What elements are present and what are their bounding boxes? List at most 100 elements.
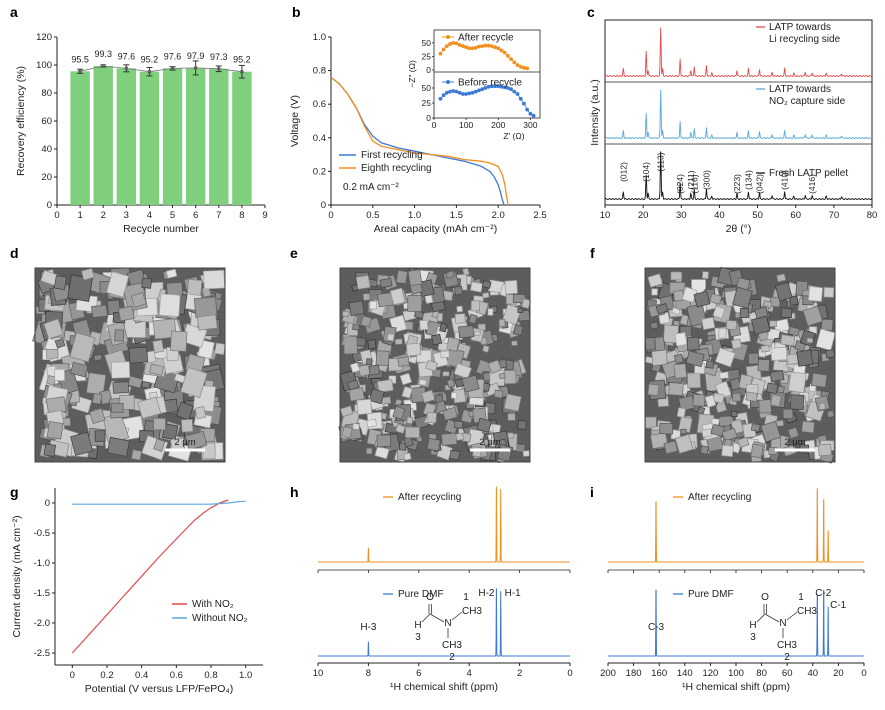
grain — [94, 430, 106, 442]
grain — [472, 446, 483, 458]
grain — [451, 392, 458, 399]
grain — [504, 280, 518, 295]
x-tick-label: 10 — [313, 668, 324, 679]
grain — [769, 296, 781, 308]
grain — [731, 411, 738, 418]
panel-label-h: h — [290, 484, 299, 500]
grain — [780, 307, 793, 319]
grain — [347, 379, 360, 391]
grain — [663, 440, 679, 455]
grain — [498, 372, 506, 380]
grain — [503, 369, 517, 385]
x-tick-label: 10 — [600, 210, 611, 221]
grain — [687, 372, 701, 389]
grain — [806, 337, 814, 344]
inset-point — [480, 44, 485, 49]
grain — [194, 406, 207, 420]
panel-label-i: i — [590, 484, 594, 500]
chart-g: 0 0.2 0.4 0.6 0.8 1.0 0 -0.5 -1.0 -1.5 -2.0 -2.5 Pot… — [11, 488, 263, 695]
grain — [705, 360, 715, 369]
grain — [507, 412, 516, 421]
grain — [426, 411, 437, 424]
x-tick-label: 180 — [626, 668, 642, 679]
legend-entry: Pure DMF — [688, 589, 734, 600]
x-tick-label: 30 — [676, 210, 687, 221]
inset-point — [515, 92, 520, 96]
hkl-label: (211) — [686, 170, 696, 189]
methyl-2: CH3 — [442, 640, 462, 651]
inset-point — [477, 44, 481, 49]
grain — [180, 418, 194, 433]
legend-entry: First recycling — [361, 150, 423, 161]
nmr-spectrum — [317, 486, 571, 563]
grain — [769, 320, 777, 328]
grain — [732, 392, 742, 402]
data-label: 95.2 — [233, 55, 251, 65]
grain — [697, 406, 706, 415]
atom-N: N — [444, 618, 451, 629]
grain — [649, 321, 659, 330]
grain — [766, 382, 779, 394]
grain — [788, 371, 807, 394]
grain — [521, 298, 531, 309]
inset-point — [509, 87, 513, 92]
grain — [93, 353, 103, 362]
y-tick-label: 120 — [36, 32, 52, 43]
inset-y-tick-label: 25 — [422, 98, 432, 108]
x-tick-label: 7 — [216, 210, 221, 221]
grain — [774, 281, 793, 302]
y-tick-label: 0.2 — [313, 166, 326, 177]
x-axis-label: Potential (V versus LFP/FePO₄) — [85, 683, 233, 695]
grain — [399, 372, 413, 386]
series-orange — [330, 76, 509, 206]
inset-point — [483, 43, 488, 48]
label-1: 1 — [798, 592, 804, 603]
x-tick-label: 70 — [829, 210, 840, 221]
hkl-label: (042) — [754, 174, 764, 194]
grain — [647, 383, 660, 396]
inset-point — [467, 91, 472, 96]
grain — [453, 362, 472, 380]
legend-entry: After recycling — [688, 492, 751, 503]
grain — [395, 269, 409, 285]
atom-N: N — [779, 618, 786, 629]
label-2: 2 — [449, 652, 455, 663]
chart-b: 0 0.5 1.0 1.5 2.0 2.5 0 0.2 0.4 0.6 0.8 1.0 Areal ca… — [289, 29, 547, 235]
label-3: 3 — [750, 632, 756, 643]
inset-point — [518, 96, 523, 101]
inset-point — [489, 84, 494, 89]
x-tick-label: 0 — [861, 668, 866, 679]
grain — [404, 426, 420, 439]
x-tick-label: 0.6 — [170, 670, 183, 681]
chart-a: 0 1 2 3 4 5 6 7 8 9 0 20 40 60 80 100 120 Recycle number R… — [15, 32, 268, 235]
grain — [441, 432, 458, 446]
grain — [676, 407, 686, 418]
grain — [780, 334, 796, 347]
grain — [758, 399, 772, 414]
grain — [674, 332, 688, 347]
grain — [810, 372, 828, 388]
legend-entry: Fresh LATP pellet — [769, 168, 848, 179]
grain — [112, 381, 130, 394]
grain — [203, 269, 226, 290]
peak-label: H-3 — [360, 622, 377, 633]
x-tick-label: 100 — [728, 668, 744, 679]
inset-point — [486, 43, 491, 48]
grain — [362, 292, 371, 301]
inset-point — [483, 86, 488, 90]
inset-point — [461, 44, 465, 49]
grain — [442, 371, 450, 377]
grain — [442, 406, 458, 421]
peak-label: C-2 — [815, 588, 832, 599]
grain — [424, 294, 434, 304]
label-2: 2 — [784, 652, 790, 663]
grain — [360, 315, 373, 328]
grain — [386, 333, 395, 342]
grain — [46, 348, 59, 359]
grain — [152, 318, 177, 340]
inset-point — [486, 84, 491, 89]
x-tick-label: 140 — [677, 668, 693, 679]
x-tick-label: 120 — [702, 668, 718, 679]
